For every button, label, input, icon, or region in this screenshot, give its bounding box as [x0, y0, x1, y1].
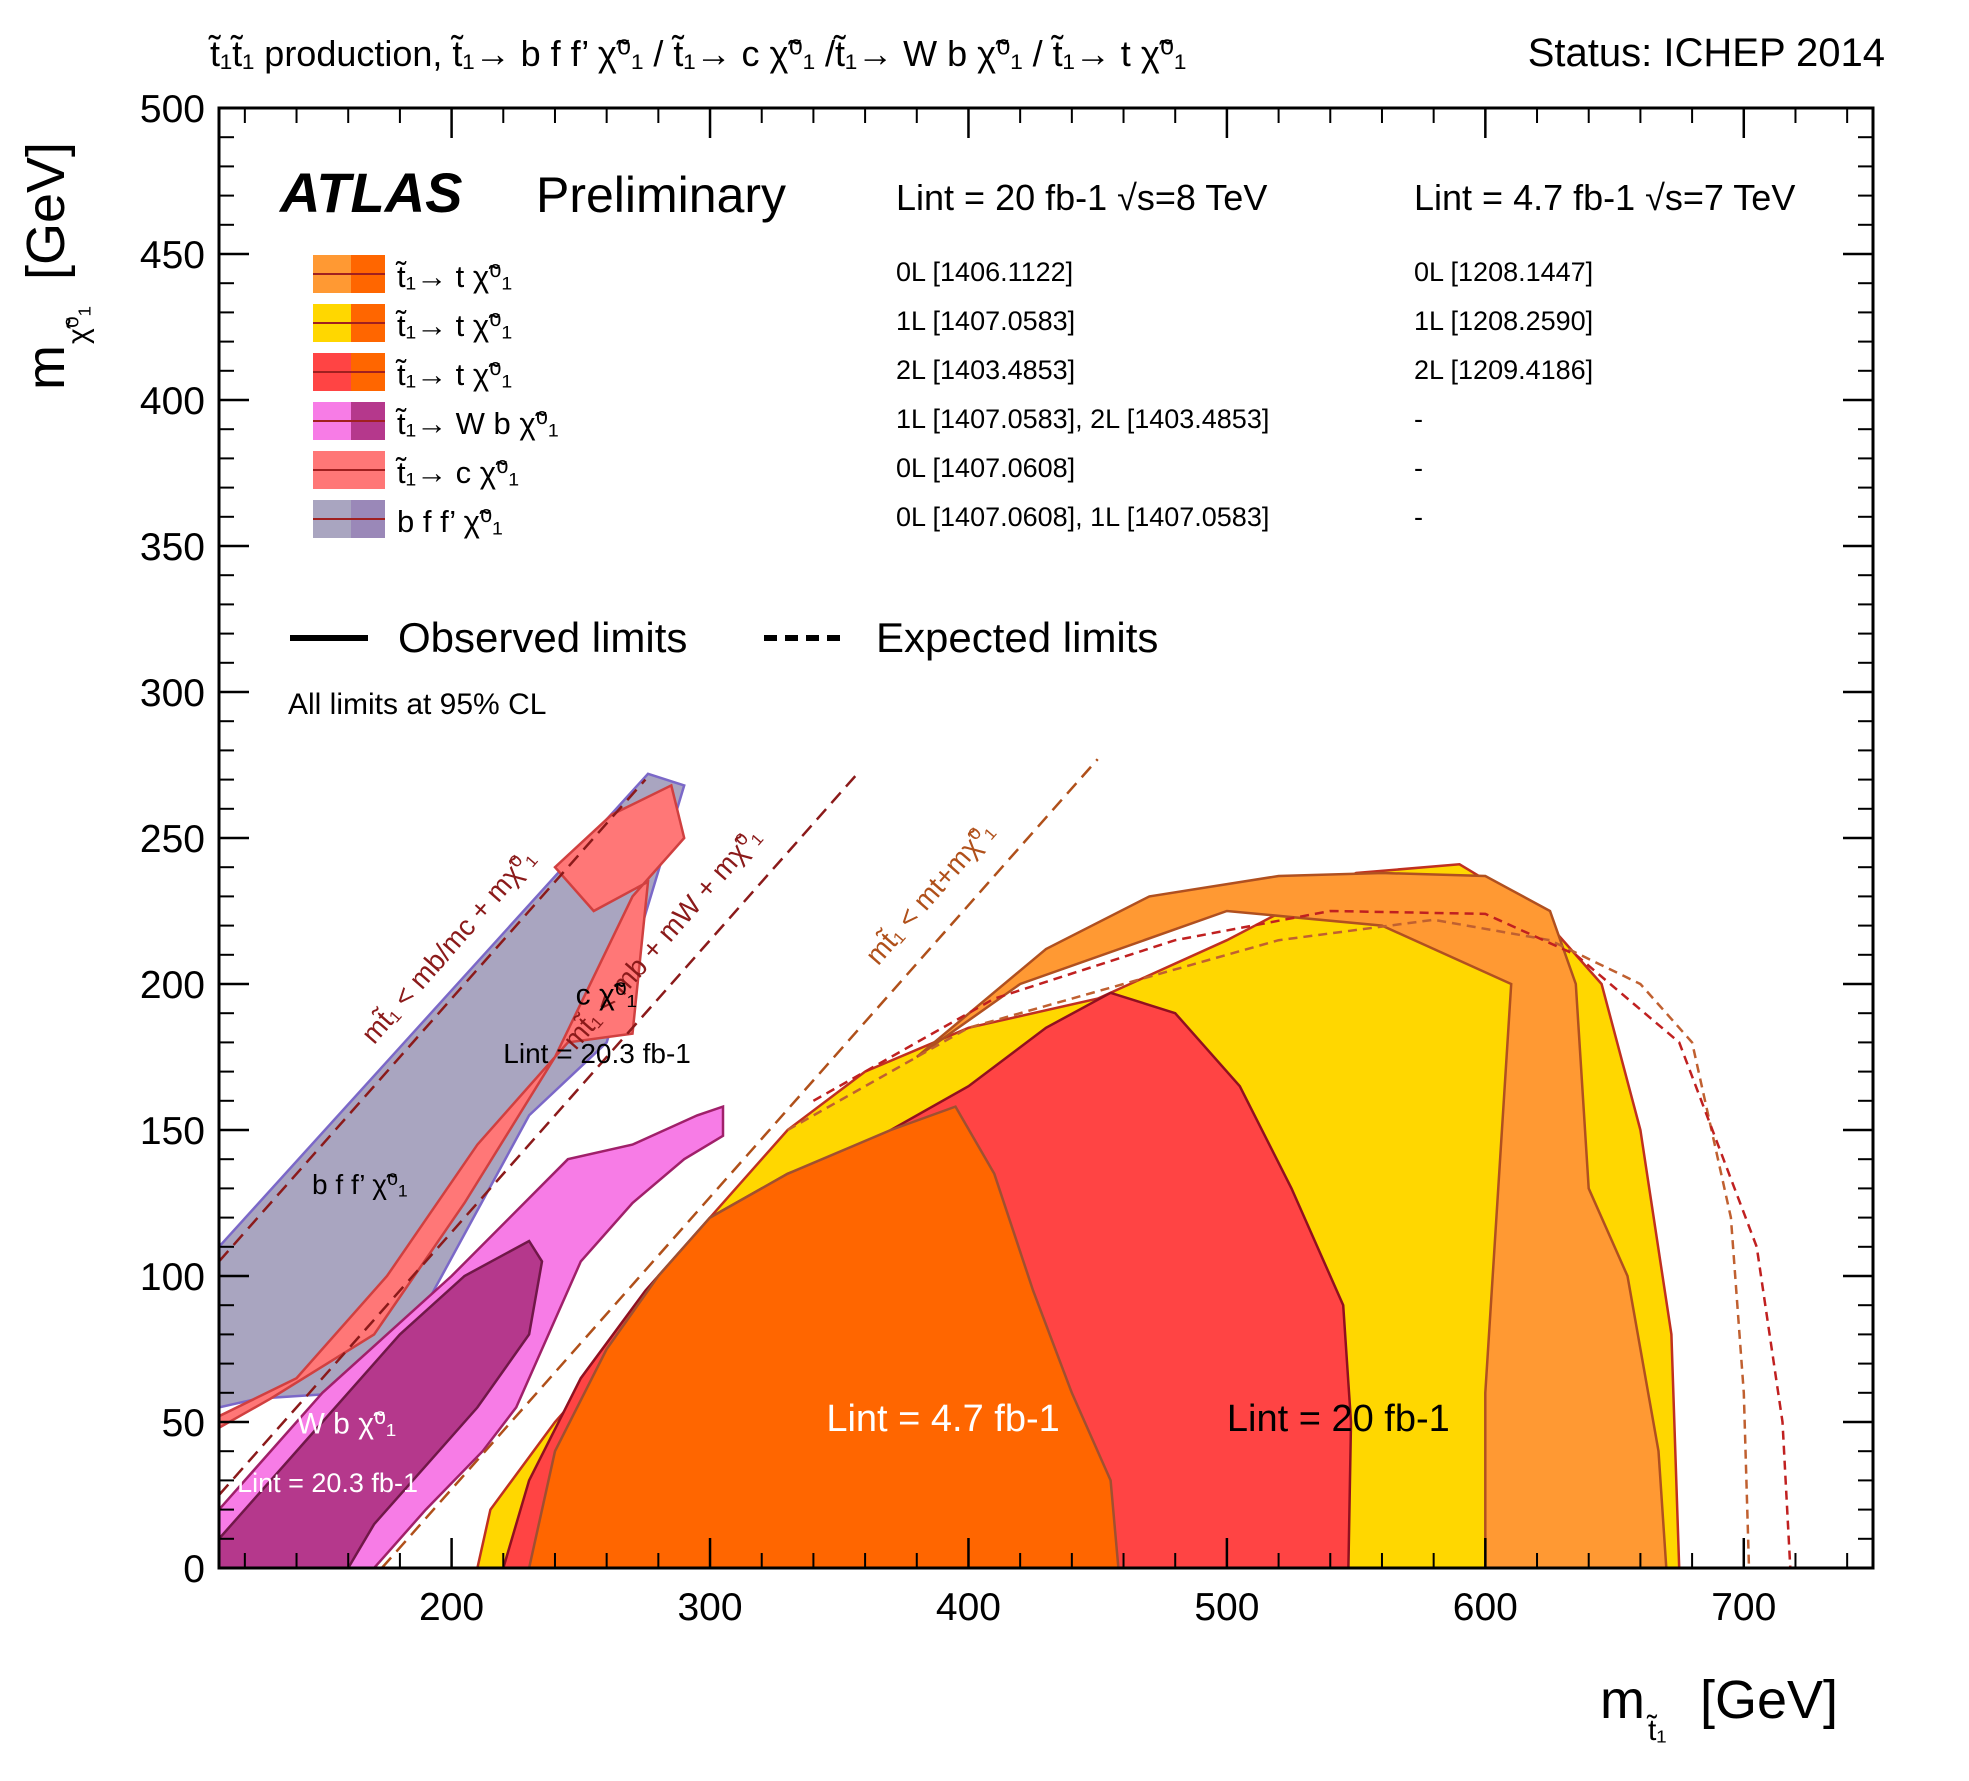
legend-ref-8tev: 0L [1406.1122]: [896, 257, 1073, 287]
legend-ref-8tev: 2L [1403.4853]: [896, 355, 1075, 385]
annotation: Lint = 20.3 fb-1: [237, 1468, 418, 1498]
x-tick-label: 200: [419, 1586, 484, 1629]
legend-ref-7tev: -: [1414, 404, 1423, 434]
x-tick-label: 300: [677, 1586, 742, 1629]
annotation: Lint = 20 fb-1: [1227, 1398, 1450, 1440]
legend-ref-8tev: 0L [1407.0608], 1L [1407.0583]: [896, 502, 1269, 532]
y-tick-label: 0: [183, 1548, 205, 1591]
region-bffp_region: [219, 772, 686, 1568]
y-tick-label: 100: [140, 1256, 205, 1299]
region-tchi_7tev: [527, 1105, 1120, 1568]
y-tick-label: 250: [140, 818, 205, 861]
observed-legend-label: Observed limits: [398, 614, 687, 661]
svg-text:[GeV]: [GeV]: [16, 142, 76, 280]
status-label: Status: ICHEP 2014: [1528, 31, 1885, 75]
legend-ref-8tev: 0L [1407.0608]: [896, 453, 1075, 483]
legend: t̃₁→ t χ̃⁰₁ 0L [1406.1122] 0L [1208.1447] t…: [313, 255, 1593, 539]
atlas-label: ATLAS: [278, 161, 463, 224]
annotation: Lint = 20.3 fb-1: [503, 1038, 691, 1069]
svg-text:χ̃⁰₁: χ̃⁰₁: [62, 306, 95, 344]
svg-text:t̃₁: t̃₁: [1646, 1714, 1666, 1747]
expected-legend-label: Expected limits: [876, 614, 1158, 661]
kinematic-line-0: [219, 778, 647, 1263]
y-tick-label: 450: [140, 234, 205, 277]
y-tick-label: 500: [140, 88, 205, 131]
legend-ref-8tev: 1L [1407.0583]: [896, 306, 1075, 336]
legend-label: t̃₁→ t χ̃⁰₁: [395, 308, 512, 343]
y-tick-label: 200: [140, 964, 205, 1007]
annotation: W b χ̃⁰₁: [297, 1408, 397, 1441]
lumi-header-8tev: Lint = 20 fb-1 √s=8 TeV: [896, 177, 1267, 218]
svg-text:m: m: [1600, 1670, 1645, 1730]
y-tick-label: 400: [140, 380, 205, 423]
annotations: c χ̃⁰₁ Lint = 20.3 fb-1 b f f’ χ̃⁰₁ W b χ̃⁰…: [237, 978, 1450, 1498]
exclusion-regions: [219, 772, 1792, 1568]
x-tick-label: 600: [1453, 1586, 1518, 1629]
expected-exp_8tev_1L: [812, 909, 1792, 1568]
legend-label: b f f’ χ̃⁰₁: [397, 504, 503, 539]
legend-label: t̃₁→ W b χ̃⁰₁: [395, 406, 559, 441]
y-axis-label: m χ̃⁰₁ [GeV]: [16, 142, 95, 390]
chart-title: t̃₁t̃₁ production, t̃₁→ b f f’ χ̃⁰₁ / t̃…: [208, 33, 1187, 74]
y-tick-label: 50: [162, 1402, 205, 1445]
lumi-header-7tev: Lint = 4.7 fb-1 √s=7 TeV: [1414, 177, 1795, 218]
expected-exp_7tev_0L: [786, 918, 1751, 1568]
axes: 200 300 400 500 600 700 0 50 100 150 200 250 300 350 4…: [140, 88, 1873, 1629]
legend-ref-7tev: -: [1414, 502, 1423, 532]
legend-ref-8tev: 1L [1407.0583], 2L [1403.4853]: [896, 404, 1269, 434]
annotation: c χ̃⁰₁: [576, 978, 637, 1011]
annotation: b f f’ χ̃⁰₁: [312, 1169, 408, 1200]
region-wb_obs2L: [219, 1239, 544, 1568]
legend-ref-7tev: 0L [1208.1447]: [1414, 257, 1593, 287]
kinematic-line-2: [380, 758, 1099, 1568]
y-tick-label: 300: [140, 672, 205, 715]
region-cchi_region: [219, 783, 686, 1510]
svg-text:m: m: [16, 345, 76, 390]
legend-ref-7tev: 1L [1208.2590]: [1414, 306, 1593, 336]
svg-text:[GeV]: [GeV]: [1700, 1670, 1838, 1730]
cl-note: All limits at 95% CL: [288, 688, 546, 721]
y-tick-label: 350: [140, 526, 205, 569]
kinematic-line-1: [219, 770, 861, 1496]
legend-label: t̃₁→ c χ̃⁰₁: [395, 455, 519, 490]
legend-ref-7tev: -: [1414, 453, 1423, 483]
legend-ref-7tev: 2L [1209.4186]: [1414, 355, 1593, 385]
annotation: Lint = 4.7 fb-1: [826, 1398, 1059, 1440]
x-tick-label: 400: [936, 1586, 1001, 1629]
x-tick-label: 500: [1194, 1586, 1259, 1629]
legend-label: t̃₁→ t χ̃⁰₁: [395, 259, 512, 294]
y-tick-label: 150: [140, 1110, 205, 1153]
x-axis-label: m t̃₁ [GeV]: [1600, 1670, 1838, 1747]
x-tick-label: 700: [1711, 1586, 1776, 1629]
preliminary-label: Preliminary: [536, 167, 786, 223]
legend-label: t̃₁→ t χ̃⁰₁: [395, 357, 512, 392]
